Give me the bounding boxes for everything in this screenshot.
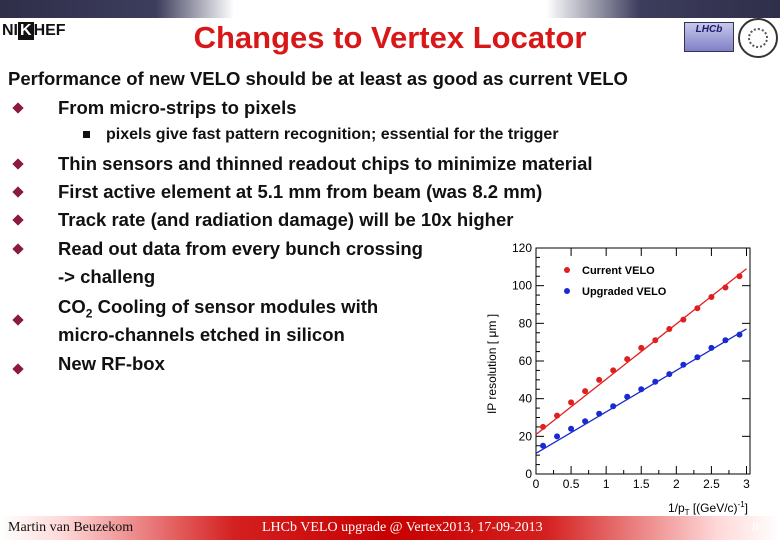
bullet-continuation: micro-channels etched in silicon [58, 324, 345, 345]
slide-title: Changes to Vertex Locator [193, 20, 587, 55]
data-point [596, 410, 603, 417]
legend-label: Current VELO [582, 265, 655, 277]
lhcb-logo-text: LHCb [695, 24, 723, 35]
data-point [624, 356, 631, 363]
bullet-diamond-icon [12, 243, 24, 255]
bullet-diamond-icon [12, 102, 24, 114]
y-axis-label: IP resolution [ μm ] [485, 314, 499, 414]
y-tick-label: 120 [512, 241, 532, 255]
data-point [638, 386, 645, 393]
co2-subscript: 2 [85, 306, 93, 321]
bullet-text: CO2 Cooling of sensor modules with [58, 296, 378, 321]
y-tick-label: 20 [519, 429, 533, 443]
y-tick-label: 60 [519, 354, 533, 368]
university-seal-icon [738, 18, 778, 58]
data-point [624, 393, 631, 400]
x-tick-label: 0 [533, 477, 540, 491]
plot-frame [535, 247, 751, 475]
bullet-diamond-icon [12, 314, 24, 326]
footer-author: Martin van Beuzekom [8, 520, 134, 535]
data-point [582, 418, 589, 425]
x-label-unit: [(GeV/c) [690, 501, 738, 515]
x-label-main: 1/p [668, 501, 685, 515]
data-point [582, 388, 589, 395]
page-number: 8 [752, 520, 759, 535]
x-tick-label: 2.5 [703, 477, 720, 491]
data-point [708, 293, 715, 300]
bullet-text: New RF-box [58, 353, 165, 374]
banner-image [0, 0, 780, 18]
y-tick-label: 40 [519, 392, 533, 406]
x-tick-label: 0.5 [563, 477, 580, 491]
data-point [568, 399, 575, 406]
data-point [540, 442, 547, 449]
sub-bullet-square-icon [83, 131, 90, 138]
data-point [568, 425, 575, 432]
axes: 0 0.5 1 1.5 2 2.5 3 0 20 40 60 80 100 120 [512, 241, 750, 491]
data-point [736, 273, 743, 280]
bullet-diamond-icon [12, 363, 24, 375]
x-label-end: ] [745, 501, 748, 515]
legend-marker [564, 267, 570, 273]
x-label-sub: T [685, 508, 690, 516]
lhcb-logo: LHCb [684, 22, 734, 52]
ip-resolution-chart: 0 0.5 1 1.5 2 2.5 3 0 20 40 60 80 100 120 Current VEL… [485, 241, 751, 516]
co2-text: CO [58, 296, 86, 317]
intro-text: Performance of new VELO should be at lea… [8, 68, 628, 89]
y-tick-label: 100 [512, 279, 532, 293]
legend-label: Upgraded VELO [582, 286, 667, 298]
data-point [694, 354, 701, 361]
nikhef-logo: NI K HEF [2, 22, 66, 44]
data-point [680, 361, 687, 368]
x-tick-label: 1 [603, 477, 610, 491]
x-label-sup: -1 [738, 500, 746, 509]
data-point [666, 325, 673, 332]
bullet-text: Track rate (and radiation damage) will b… [58, 209, 514, 230]
data-point [666, 371, 673, 378]
y-tick-label: 80 [519, 316, 533, 330]
bullet-diamond-icon [12, 214, 24, 226]
data-point [610, 367, 617, 374]
bullet-text: Read out data from every bunch crossing [58, 238, 423, 259]
bullet-diamond-icon [12, 158, 24, 170]
data-point [540, 423, 547, 430]
y-tick-label: 0 [525, 467, 532, 481]
data-point [554, 412, 561, 419]
nikhef-logo-suffix: HEF [33, 22, 66, 39]
data-point [610, 403, 617, 410]
data-point [708, 344, 715, 351]
bullet-diamond-icon [12, 186, 24, 198]
x-tick-label: 1.5 [633, 477, 650, 491]
data-point [694, 305, 701, 312]
bullet-text: First active element at 5.1 mm from beam… [58, 181, 543, 202]
data-point [652, 337, 659, 344]
bullet-text: Thin sensors and thinned readout chips t… [58, 153, 593, 174]
sub-bullet-text: pixels give fast pattern recognition; es… [106, 126, 559, 143]
nikhef-logo-k: K [18, 22, 34, 40]
footer-bar [0, 516, 780, 540]
data-point [680, 316, 687, 323]
legend: Current VELO Upgraded VELO [564, 265, 667, 298]
data-point [638, 344, 645, 351]
bullet-text: From micro-strips to pixels [58, 97, 297, 118]
footer-event: LHCb VELO upgrade @ Vertex2013, 17-09-20… [262, 520, 543, 535]
nikhef-logo-prefix: NI [2, 22, 18, 39]
data-point [652, 378, 659, 385]
x-axis-label: 1/pT [(GeV/c)-1] [668, 500, 748, 516]
x-tick-label: 2 [673, 477, 680, 491]
bullet-text-rest: Cooling of sensor modules with [92, 296, 379, 317]
data-points [540, 273, 743, 449]
legend-marker [564, 288, 570, 294]
data-point [736, 331, 743, 338]
header: NI K HEF Changes to Vertex Locator LHCb [0, 0, 780, 62]
data-point [722, 284, 729, 291]
data-point [596, 376, 603, 383]
x-tick-label: 3 [743, 477, 750, 491]
bullet-continuation: -> challeng [58, 266, 156, 287]
data-point [722, 337, 729, 344]
data-point [554, 433, 561, 440]
